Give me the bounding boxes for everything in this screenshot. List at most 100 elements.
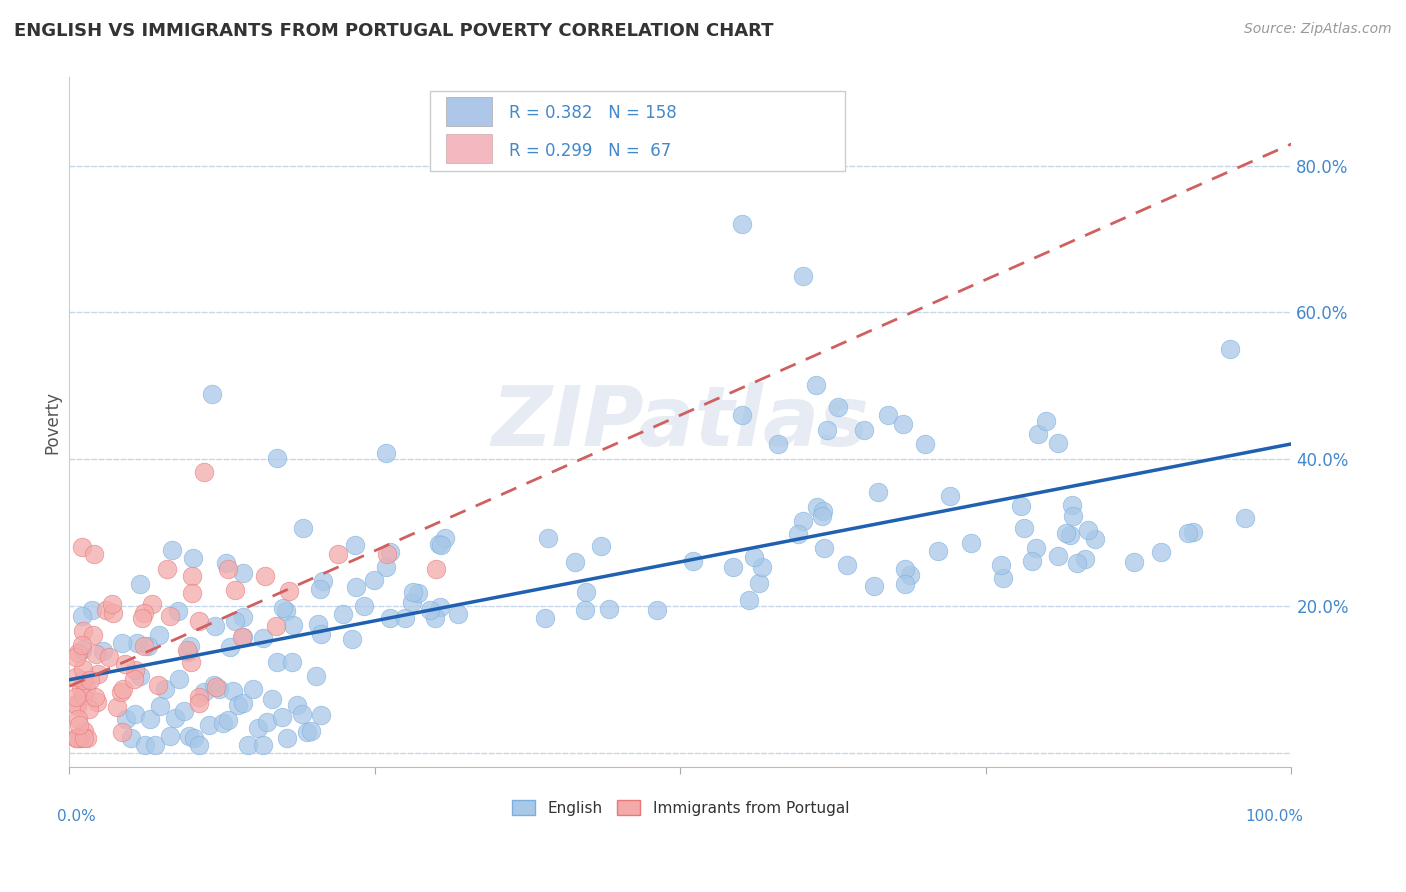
Point bbox=[180, 569, 202, 583]
Point bbox=[193, 465, 215, 479]
Point bbox=[232, 610, 254, 624]
Point bbox=[340, 632, 363, 646]
Point bbox=[72, 689, 94, 703]
Point bbox=[252, 631, 274, 645]
Point bbox=[83, 548, 105, 562]
Point bbox=[1150, 545, 1173, 559]
Point bbox=[160, 542, 183, 557]
Point bbox=[375, 548, 398, 562]
Point bbox=[146, 678, 169, 692]
Point bbox=[66, 731, 89, 745]
FancyBboxPatch shape bbox=[430, 91, 845, 170]
Point bbox=[402, 585, 425, 599]
Point bbox=[645, 603, 668, 617]
Point bbox=[877, 408, 900, 422]
Point bbox=[124, 663, 146, 677]
Y-axis label: Poverty: Poverty bbox=[44, 391, 60, 454]
Point bbox=[1074, 552, 1097, 566]
Point bbox=[70, 609, 93, 624]
Point bbox=[806, 500, 828, 515]
Point bbox=[1035, 414, 1057, 428]
Point bbox=[894, 576, 917, 591]
Point bbox=[1181, 525, 1204, 540]
Point bbox=[136, 639, 159, 653]
Point bbox=[1047, 549, 1070, 563]
Point bbox=[990, 558, 1012, 573]
Point bbox=[447, 607, 470, 622]
Point bbox=[101, 606, 124, 620]
Point bbox=[66, 646, 89, 660]
Point bbox=[1026, 427, 1049, 442]
Point bbox=[66, 698, 89, 713]
Point bbox=[114, 657, 136, 671]
Point bbox=[122, 673, 145, 687]
Point bbox=[1054, 526, 1077, 541]
Point bbox=[134, 738, 156, 752]
Point bbox=[236, 738, 259, 752]
FancyBboxPatch shape bbox=[446, 134, 492, 162]
Point bbox=[67, 718, 90, 732]
Point bbox=[197, 718, 219, 732]
Point bbox=[730, 408, 752, 422]
Point bbox=[125, 636, 148, 650]
Point bbox=[751, 560, 773, 574]
Point bbox=[65, 690, 87, 705]
Point bbox=[70, 540, 93, 554]
Point bbox=[167, 604, 190, 618]
Point bbox=[274, 604, 297, 618]
Point bbox=[266, 656, 288, 670]
Point bbox=[427, 537, 450, 551]
Point bbox=[180, 656, 202, 670]
Point bbox=[163, 710, 186, 724]
Point bbox=[309, 627, 332, 641]
Point bbox=[70, 638, 93, 652]
Point bbox=[204, 681, 226, 695]
Point bbox=[65, 670, 87, 684]
Point bbox=[730, 217, 752, 231]
Point bbox=[183, 731, 205, 745]
Point bbox=[141, 597, 163, 611]
Point bbox=[898, 568, 921, 582]
Point bbox=[291, 707, 314, 722]
Text: ZIPatlas: ZIPatlas bbox=[492, 382, 869, 463]
Point bbox=[960, 536, 983, 550]
Point bbox=[132, 640, 155, 654]
Point bbox=[1047, 436, 1070, 450]
Point bbox=[1084, 532, 1107, 546]
Point bbox=[1012, 521, 1035, 535]
Point bbox=[110, 685, 132, 699]
Point bbox=[70, 643, 93, 657]
Point bbox=[87, 666, 110, 681]
Point bbox=[927, 544, 949, 558]
Point bbox=[262, 692, 284, 706]
Point bbox=[305, 669, 328, 683]
Point bbox=[299, 723, 322, 738]
Point bbox=[394, 611, 416, 625]
Point bbox=[73, 731, 96, 745]
Point bbox=[266, 450, 288, 465]
Point bbox=[1122, 555, 1144, 569]
Point bbox=[939, 489, 962, 503]
Point bbox=[131, 610, 153, 624]
Point bbox=[79, 673, 101, 688]
Point bbox=[1021, 553, 1043, 567]
Point bbox=[766, 437, 789, 451]
Point bbox=[202, 678, 225, 692]
Point bbox=[332, 607, 354, 622]
Point bbox=[281, 655, 304, 669]
Point bbox=[224, 583, 246, 598]
Point bbox=[1066, 556, 1088, 570]
Point bbox=[537, 531, 560, 545]
Point bbox=[591, 539, 613, 553]
Point bbox=[328, 548, 350, 562]
Point bbox=[105, 699, 128, 714]
Point bbox=[193, 684, 215, 698]
Point bbox=[827, 400, 849, 414]
Point bbox=[114, 712, 136, 726]
Point bbox=[993, 571, 1015, 585]
Point bbox=[149, 699, 172, 714]
Point bbox=[344, 580, 367, 594]
Point bbox=[406, 585, 429, 599]
Point bbox=[183, 550, 205, 565]
Point bbox=[201, 386, 224, 401]
